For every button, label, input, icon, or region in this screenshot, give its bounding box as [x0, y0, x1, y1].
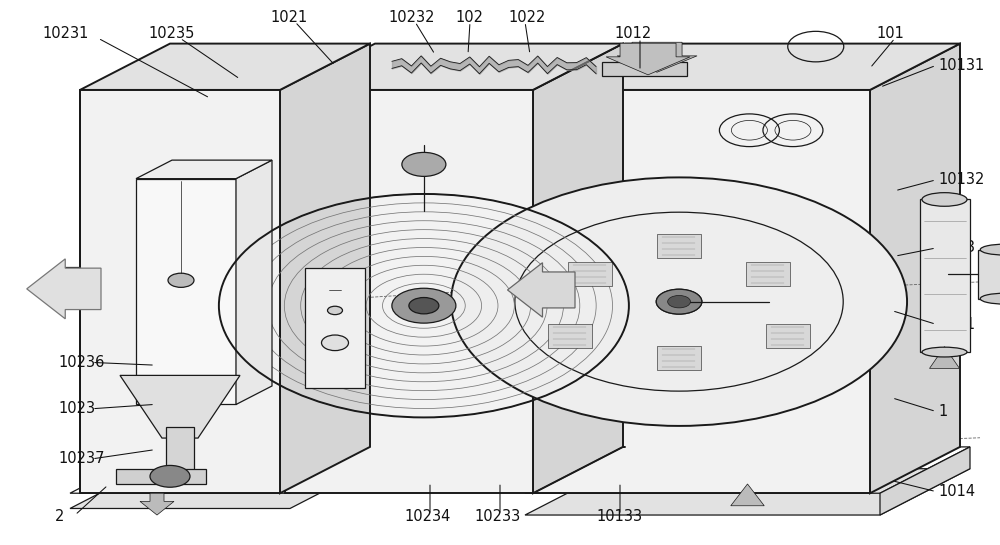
Text: 1: 1 — [938, 404, 947, 419]
Text: 101: 101 — [876, 26, 904, 41]
Text: 2: 2 — [55, 509, 64, 524]
Text: 10235: 10235 — [148, 26, 194, 41]
Ellipse shape — [922, 192, 967, 206]
Text: 1022: 1022 — [508, 10, 545, 25]
Text: 102: 102 — [455, 10, 483, 25]
Text: 1021: 1021 — [270, 10, 307, 25]
Text: 1012: 1012 — [614, 26, 651, 41]
Text: 10234: 10234 — [404, 509, 450, 524]
Polygon shape — [617, 43, 697, 72]
Polygon shape — [27, 259, 101, 319]
Circle shape — [656, 289, 702, 314]
Text: 10232: 10232 — [388, 10, 434, 25]
Circle shape — [402, 153, 446, 177]
Circle shape — [392, 288, 456, 323]
Circle shape — [409, 298, 439, 314]
Polygon shape — [535, 90, 870, 493]
Polygon shape — [978, 250, 1000, 299]
Polygon shape — [535, 44, 960, 90]
Circle shape — [150, 465, 190, 487]
Polygon shape — [285, 44, 623, 90]
Circle shape — [668, 295, 690, 308]
Polygon shape — [731, 484, 764, 506]
Circle shape — [451, 177, 907, 426]
Polygon shape — [525, 469, 970, 515]
Bar — [657, 234, 701, 258]
Polygon shape — [70, 462, 380, 508]
Polygon shape — [508, 263, 575, 317]
Text: 10231: 10231 — [42, 26, 88, 41]
Text: 10133: 10133 — [596, 509, 642, 524]
Text: 10236: 10236 — [58, 355, 104, 370]
Text: 1014: 1014 — [938, 484, 975, 499]
Polygon shape — [280, 44, 370, 493]
Polygon shape — [606, 43, 690, 75]
Ellipse shape — [327, 306, 342, 314]
Polygon shape — [236, 160, 272, 404]
Bar — [136, 179, 236, 404]
Polygon shape — [80, 90, 280, 493]
Bar — [166, 427, 194, 483]
Text: 1011: 1011 — [938, 317, 975, 332]
Polygon shape — [870, 44, 960, 493]
Polygon shape — [920, 199, 970, 352]
Bar — [305, 269, 365, 389]
Text: 10237: 10237 — [58, 451, 104, 467]
Polygon shape — [880, 447, 970, 515]
Ellipse shape — [980, 244, 1000, 255]
Bar — [568, 262, 612, 286]
Circle shape — [656, 289, 702, 314]
Text: 10132: 10132 — [938, 172, 984, 187]
Text: 1013: 1013 — [938, 240, 975, 256]
Polygon shape — [533, 44, 623, 493]
Bar — [116, 469, 206, 484]
Text: 10233: 10233 — [474, 509, 520, 524]
Bar — [657, 346, 701, 370]
Bar — [746, 262, 790, 286]
Polygon shape — [80, 44, 370, 90]
Text: 10131: 10131 — [938, 58, 984, 73]
Circle shape — [168, 273, 194, 287]
Polygon shape — [136, 160, 272, 179]
Polygon shape — [930, 347, 960, 368]
Ellipse shape — [980, 293, 1000, 304]
Bar — [548, 324, 592, 348]
Text: 1023: 1023 — [58, 401, 95, 416]
Ellipse shape — [922, 347, 967, 357]
Bar — [766, 324, 810, 348]
Ellipse shape — [321, 335, 348, 350]
Polygon shape — [285, 90, 533, 493]
Polygon shape — [140, 493, 174, 515]
Polygon shape — [120, 376, 240, 438]
Bar — [602, 63, 687, 76]
